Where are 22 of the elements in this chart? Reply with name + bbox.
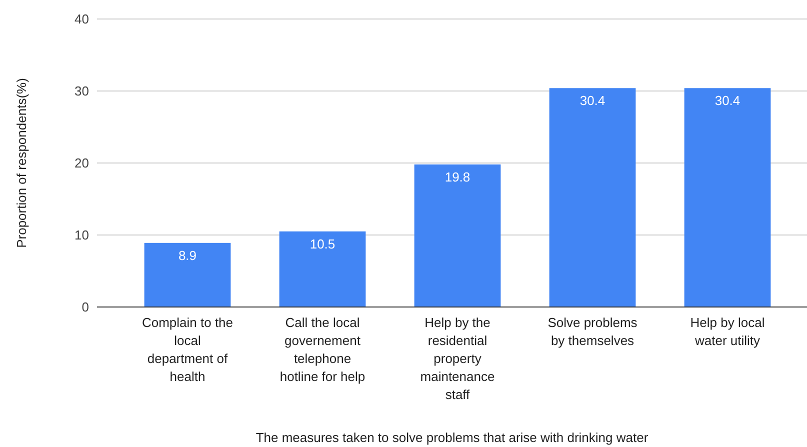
- y-tick-label: 40: [74, 12, 89, 27]
- x-tick-label: Solve problems by themselves: [548, 315, 638, 348]
- bar: [549, 88, 636, 307]
- data-label: 19.8: [444, 169, 470, 184]
- bar: [279, 231, 366, 307]
- bar: [414, 164, 501, 307]
- x-tick-label: Complain to the local department of health: [142, 315, 234, 384]
- y-tick-label: 10: [74, 228, 89, 243]
- x-tick-label: Help by the residential property maintenance staff: [420, 315, 495, 402]
- data-label: 10.5: [310, 236, 336, 252]
- y-tick-label: 0: [82, 300, 89, 315]
- x-tick-label: Help by local water utility: [690, 315, 765, 348]
- x-tick-label: Call the local governement telephone hotline for help: [280, 315, 366, 384]
- data-label: 30.4: [714, 93, 740, 108]
- data-label: 8.9: [178, 248, 197, 263]
- y-tick-label: 30: [74, 84, 89, 99]
- bar: [684, 88, 771, 307]
- y-axis-title: Proportion of respondents(%): [14, 78, 29, 248]
- x-axis-title: The measures taken to solve problems that arise with drinking water: [256, 430, 649, 445]
- y-tick-label: 20: [74, 156, 89, 171]
- data-label: 30.4: [580, 93, 606, 108]
- bar: [144, 242, 231, 307]
